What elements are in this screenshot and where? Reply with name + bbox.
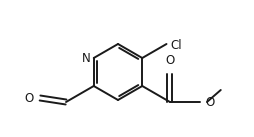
- Text: Cl: Cl: [170, 39, 182, 52]
- Text: N: N: [82, 52, 91, 65]
- Text: O: O: [165, 54, 174, 67]
- Text: O: O: [205, 95, 214, 109]
- Text: O: O: [25, 92, 34, 105]
